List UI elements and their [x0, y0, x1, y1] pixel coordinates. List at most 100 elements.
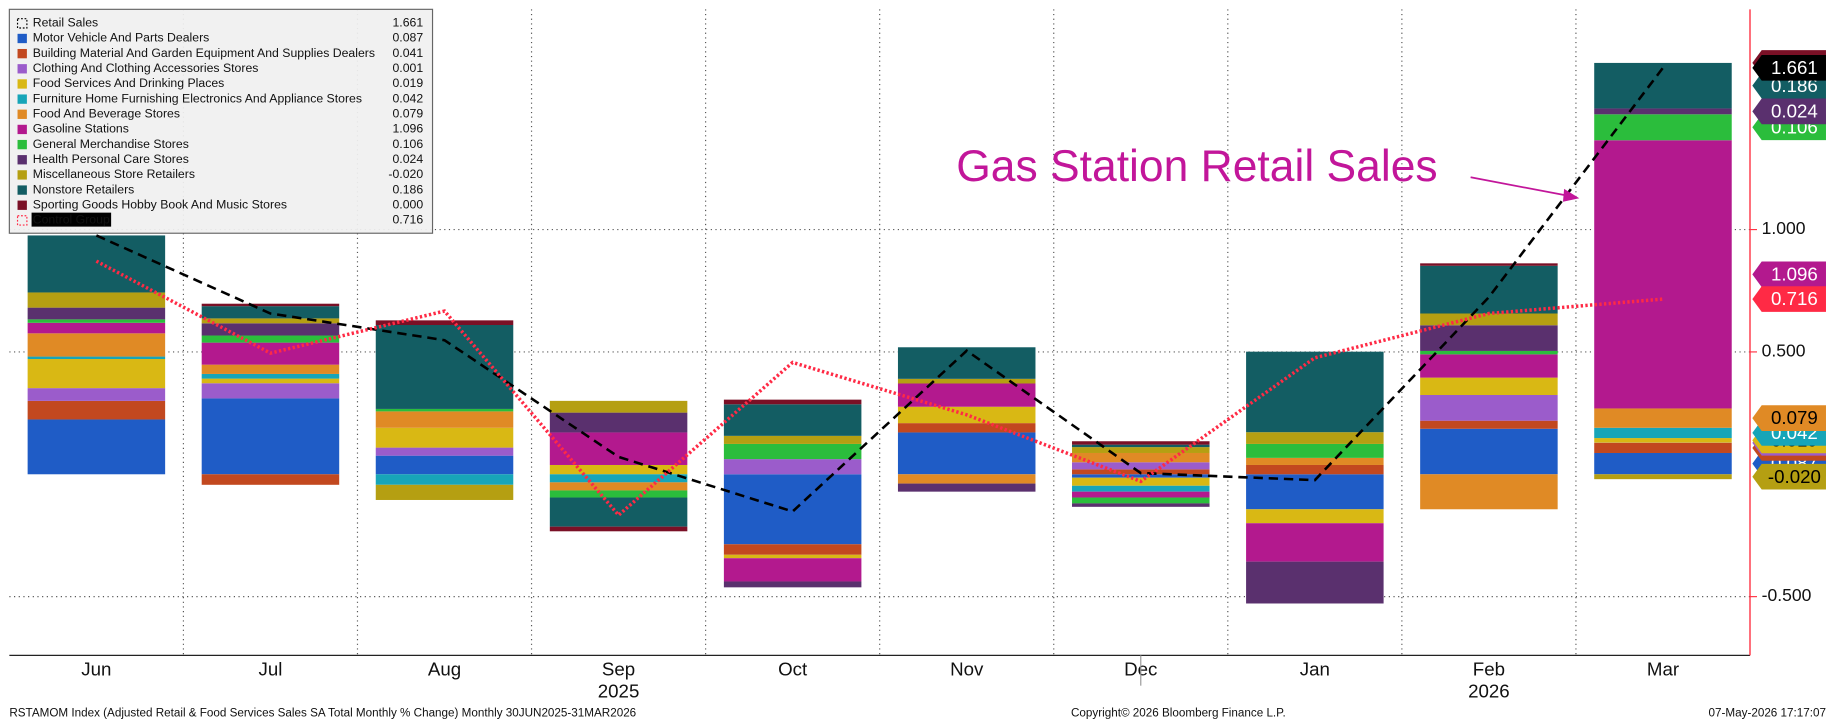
legend-value: 0.087: [392, 31, 423, 45]
legend-value: 0.000: [392, 197, 423, 211]
value-tag-box: [1752, 286, 1826, 312]
bar-segment: [1072, 444, 1210, 448]
bar-segment: [723, 581, 862, 588]
bar-segment: [1420, 428, 1558, 475]
x-tick-label: Nov: [950, 658, 984, 679]
legend-highlight: [31, 212, 112, 227]
value-tag-label: 0.079: [1771, 407, 1818, 428]
bar-segment: [1246, 443, 1384, 458]
legend-swatch: [17, 124, 27, 135]
lines: [95, 67, 1664, 518]
x-tick-label: Oct: [778, 658, 808, 679]
year-label: 2026: [1468, 681, 1510, 702]
value-tag-label: -0.020: [1768, 466, 1821, 487]
bar-segment: [1246, 523, 1384, 562]
bar-segment: [1420, 377, 1558, 395]
bar-segment: [27, 292, 166, 308]
value-tag-box: [1752, 54, 1826, 81]
bar-segment: [897, 347, 1036, 379]
x-tick-label: Jul: [258, 658, 282, 679]
footer-source: RSTAMOM Index (Adjusted Retail & Food Se…: [9, 707, 636, 720]
annotation: Gas Station Retail Sales: [956, 142, 1437, 191]
bar-segment: [27, 388, 166, 401]
bar-segment: [1246, 561, 1384, 604]
bar-segment: [897, 432, 1036, 475]
legend-value: 1.661: [392, 16, 423, 30]
annotation-arrow: [1470, 176, 1569, 197]
year-label: 2025: [598, 681, 640, 702]
footer-copyright: Copyright© 2026 Bloomberg Finance L.P.: [1071, 707, 1286, 720]
value-tag-label: 1.096: [1771, 263, 1818, 284]
bar-segment: [1420, 394, 1558, 421]
bar-segment: [375, 474, 514, 485]
y-tick-label: -0.500: [1762, 585, 1812, 605]
bar-segment: [549, 526, 688, 532]
bar-segment: [1246, 351, 1384, 433]
bar-segment: [201, 303, 340, 307]
bar-segment: [201, 364, 340, 374]
x-tick-label: Feb: [1473, 658, 1505, 679]
bar-segment: [27, 359, 166, 389]
bar-segment: [375, 447, 514, 456]
legend-value: 0.019: [392, 76, 423, 90]
legend-label: Motor Vehicle And Parts Dealers: [33, 31, 210, 45]
bar-segment: [27, 419, 166, 475]
bar-segment: [1072, 485, 1210, 492]
bar-segment: [201, 323, 340, 336]
bar-segment: [1072, 491, 1210, 498]
bar-segment: [1072, 474, 1210, 478]
bar-segment: [201, 474, 340, 485]
legend-swatch: [17, 185, 27, 195]
bar-segment: [1594, 140, 1732, 409]
bar-segment: [723, 404, 862, 436]
bar-segment: [1420, 265, 1558, 314]
legend-label: Food Services And Drinking Places: [33, 76, 225, 90]
value-tag-label: 1.661: [1771, 57, 1818, 78]
bar-segment: [201, 318, 340, 324]
bar-segment: [723, 435, 862, 444]
legend-value: 0.079: [392, 107, 423, 121]
bar-segment: [1594, 114, 1732, 141]
bar-segment: [375, 320, 514, 326]
bar-segment: [723, 554, 862, 559]
legend-label: Clothing And Clothing Accessories Stores: [33, 61, 259, 75]
bar-segment: [549, 400, 688, 413]
bar-segment: [723, 443, 862, 460]
bar-segment: [1246, 432, 1384, 444]
legend-swatch: [17, 200, 27, 210]
bar-segment: [1420, 313, 1558, 326]
bar-segment: [27, 235, 166, 293]
legend-swatch: [17, 155, 27, 165]
bar-segment: [1072, 462, 1210, 470]
bar-segment: [897, 474, 1036, 484]
legend-box: [8, 8, 434, 234]
bar-segment: [375, 455, 514, 475]
x-tick-label: Sep: [602, 658, 635, 679]
x-tick-label: Mar: [1647, 658, 1679, 679]
value-tag: 0.079: [1752, 405, 1826, 431]
line-series: [95, 259, 1664, 518]
value-tags: 0.0870.0410.0010.0190.0420.0791.0960.106…: [1752, 50, 1826, 490]
bar-segment: [1594, 474, 1732, 480]
bar-segment: [375, 408, 514, 412]
bar-segment: [897, 483, 1036, 492]
legend-value: 0.716: [392, 213, 423, 227]
legend-value: 1.096: [392, 122, 423, 136]
bar-segment: [1420, 474, 1558, 510]
bar-segment: [1594, 62, 1732, 109]
annotation-arrowhead: [1562, 188, 1580, 202]
bar-segment: [549, 464, 688, 475]
value-tag: 1.661: [1752, 54, 1826, 81]
bar-segment: [375, 411, 514, 428]
bar-segment: [27, 319, 166, 323]
legend-label: Sporting Goods Hobby Book And Music Stor…: [33, 197, 287, 211]
value-tag-label: 0.024: [1771, 100, 1818, 121]
bar-segment: [549, 474, 688, 483]
bar-segment: [1420, 350, 1558, 355]
bar-segment: [1072, 447, 1210, 453]
bar-segment: [897, 378, 1036, 384]
x-tick-label: Jan: [1300, 658, 1330, 679]
bar-segment: [1594, 438, 1732, 443]
bar-segment: [1072, 441, 1210, 445]
